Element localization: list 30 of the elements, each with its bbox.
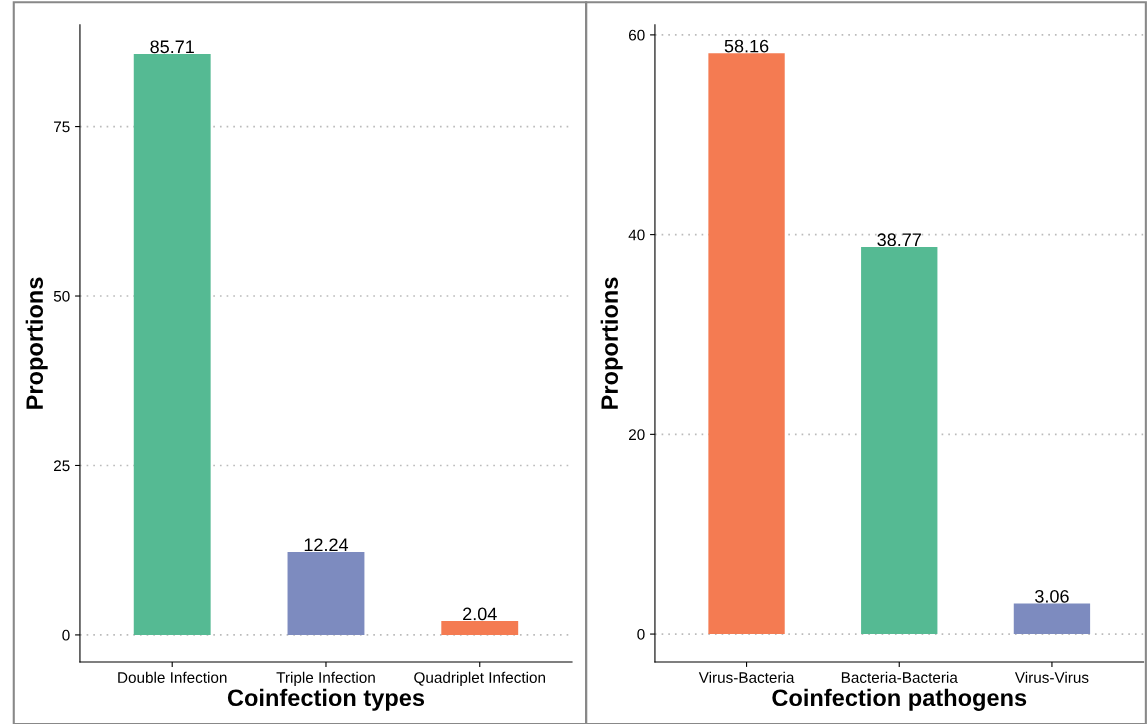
y-tick-label: 75	[54, 121, 70, 133]
y-tick-label: 20	[628, 429, 645, 441]
x-tick-label: Double Infection	[118, 671, 227, 683]
data-label: 85.71	[150, 40, 194, 54]
bar	[133, 53, 211, 635]
bar	[441, 621, 519, 635]
data-label: 58.16	[724, 39, 769, 53]
x-axis-title: Coinfection pathogens	[772, 688, 1027, 711]
data-label: 3.06	[1035, 589, 1069, 603]
y-tick-label: 60	[629, 29, 645, 41]
x-tick-label: Bacteria-Bacteria	[841, 671, 958, 683]
bar	[1013, 603, 1091, 635]
x-tick-label: Virus-Bacteria	[698, 671, 795, 683]
bar	[861, 246, 938, 635]
y-tick-label: 40	[628, 229, 645, 241]
data-label: 38.77	[877, 233, 921, 247]
x-tick-label: Triple Infection	[276, 671, 375, 686]
y-tick-label: 25	[54, 460, 70, 472]
y-tick-label: 0	[62, 629, 70, 641]
data-label: 2.04	[463, 607, 497, 621]
bar	[708, 53, 785, 635]
y-tick-label: 0	[637, 628, 645, 640]
bar	[287, 551, 365, 635]
y-tick-label: 50	[53, 290, 70, 302]
x-axis-title: Coinfection types	[227, 688, 425, 711]
y-axis-title: Proportions	[25, 277, 48, 409]
x-tick-label: Virus-Virus	[1014, 671, 1089, 683]
x-tick-label: Quadriplet Infection	[414, 671, 545, 686]
data-label: 12.24	[304, 538, 349, 551]
y-axis-title: Proportions	[600, 277, 623, 409]
